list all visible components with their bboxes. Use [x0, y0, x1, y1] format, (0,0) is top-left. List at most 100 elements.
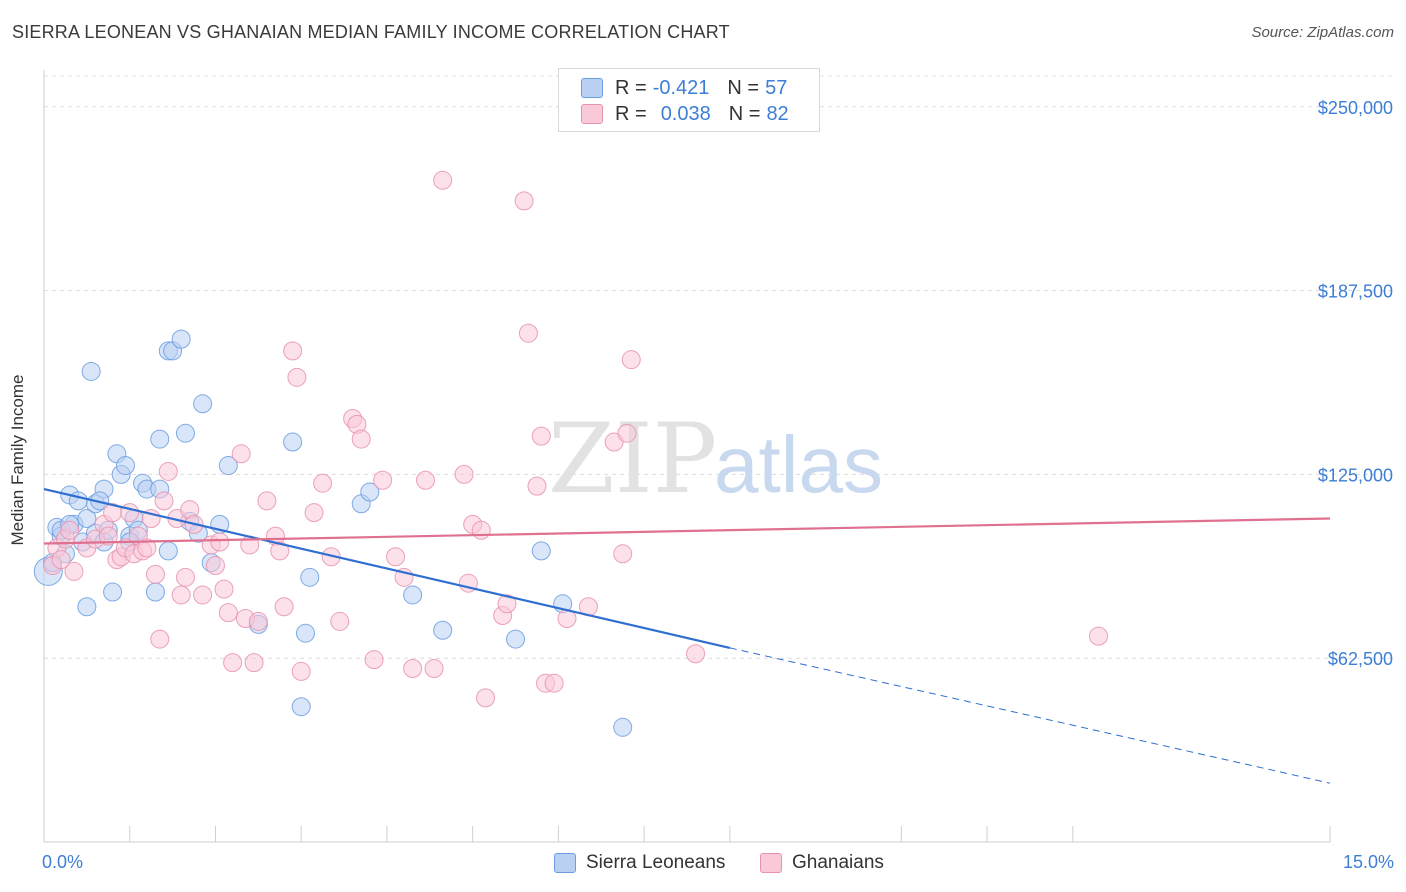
- ghanaian-point: [454, 464, 474, 484]
- trend-lines: [43, 488, 1331, 784]
- source-label: Source: ZipAtlas.com: [1251, 24, 1394, 41]
- sierra-leonean-trend-extension: [729, 647, 1331, 784]
- ghanaian-trend-line: [43, 517, 1331, 545]
- bottom-legend-swatch-blue: [554, 853, 576, 873]
- sierra-leonean-trend-line: [43, 488, 731, 649]
- sierra-leonean-point: [145, 582, 165, 602]
- ghanaian-point: [98, 526, 118, 546]
- ghanaian-point: [274, 597, 294, 617]
- ghanaian-point: [518, 323, 538, 343]
- ghanaian-point: [476, 688, 496, 708]
- ghanaian-point: [145, 564, 165, 584]
- ghanaian-point: [527, 476, 547, 496]
- watermark-zip: ZIP: [548, 403, 717, 515]
- legend-r-label: R =: [615, 102, 647, 125]
- y-tick-label: $250,000: [1318, 98, 1393, 118]
- ghanaian-point: [171, 585, 191, 605]
- sierra-leonean-point: [613, 717, 633, 737]
- legend-row-sierra-leoneans: R = -0.421 N = 57: [581, 75, 787, 101]
- sierra-leonean-point: [103, 582, 123, 602]
- ghanaian-point: [416, 470, 436, 490]
- sierra-leonean-point: [150, 429, 170, 449]
- legend-r-value: 0.038: [660, 102, 711, 125]
- legend-n-label: N =: [728, 102, 761, 125]
- sierra-leonean-point: [531, 541, 551, 561]
- ghanaian-point: [403, 658, 423, 678]
- y-tick-label: $125,000: [1318, 465, 1393, 485]
- ghanaian-point: [386, 547, 406, 567]
- sierra-leonean-point: [171, 329, 191, 349]
- legend-n-value: 57: [765, 76, 788, 99]
- sierra-leonean-point: [506, 629, 526, 649]
- correlation-legend: R = -0.421 N = 57 R = 0.038 N = 82: [558, 68, 820, 132]
- ghanaian-point: [154, 491, 174, 511]
- ghanaian-point: [373, 470, 393, 490]
- bottom-legend-label: Sierra Leoneans: [586, 852, 726, 873]
- ghanaian-point: [257, 491, 277, 511]
- y-tick-label: $187,500: [1318, 282, 1393, 302]
- sierra-leonean-point: [360, 482, 380, 502]
- bottom-legend-swatch-pink: [760, 853, 782, 873]
- axes: [43, 70, 1331, 843]
- ghanaian-point: [120, 503, 140, 523]
- sierra-leonean-point: [403, 585, 423, 605]
- legend-swatch-pink: [581, 104, 603, 124]
- sierra-leonean-point: [77, 597, 97, 617]
- ghanaian-point: [193, 585, 213, 605]
- sierra-leonean-point: [433, 620, 453, 640]
- ghanaian-point: [218, 603, 238, 623]
- chart-title: SIERRA LEONEAN VS GHANAIAN MEDIAN FAMILY…: [12, 22, 730, 42]
- ghanaian-point: [497, 594, 517, 614]
- ghanaian-point: [304, 503, 324, 523]
- ghanaian-point: [150, 629, 170, 649]
- sierra-leonean-point: [283, 432, 303, 452]
- sierra-leonean-point: [295, 623, 315, 643]
- ghanaian-point: [248, 611, 268, 631]
- sierra-leonean-point: [218, 456, 238, 476]
- ghanaian-point: [210, 532, 230, 552]
- tick-labels: $62,500 $125,000 $187,500 $250,000: [1318, 98, 1393, 669]
- ghanaian-point: [270, 541, 290, 561]
- watermark: ZIP atlas: [548, 403, 883, 515]
- legend-r-value: -0.421: [652, 76, 710, 99]
- sierra-leonean-point: [291, 697, 311, 717]
- ghanaian-point: [531, 426, 551, 446]
- ghanaian-point: [613, 544, 633, 564]
- sierra-leonean-point: [77, 508, 97, 528]
- x-axis-min-label: 0.0%: [42, 852, 84, 872]
- legend-r-label: R =: [615, 76, 647, 99]
- legend-n-value: 82: [766, 102, 789, 125]
- ghanaian-point: [231, 444, 251, 464]
- ghanaian-point: [214, 579, 234, 599]
- ghanaian-point: [351, 429, 371, 449]
- ghanaian-point: [64, 561, 84, 581]
- watermark-atlas: atlas: [714, 420, 883, 509]
- data-points: [33, 170, 1109, 737]
- ghanaian-point: [514, 191, 534, 211]
- ghanaian-point: [621, 350, 641, 370]
- bottom-legend-ghanaians: Ghanaians: [760, 852, 884, 874]
- bottom-legend-sierra-leoneans: Sierra Leoneans: [554, 852, 725, 874]
- ghanaian-point: [158, 461, 178, 481]
- ghanaian-point: [686, 644, 706, 664]
- ghanaian-point: [1089, 626, 1109, 646]
- ghanaian-point: [283, 341, 303, 361]
- ghanaian-point: [51, 550, 71, 570]
- ghanaian-point: [424, 658, 444, 678]
- ghanaian-point: [330, 611, 350, 631]
- ghanaian-point: [244, 653, 264, 673]
- sierra-leonean-point: [158, 541, 178, 561]
- bottom-legend-label: Ghanaians: [792, 852, 884, 873]
- ghanaian-point: [313, 473, 333, 493]
- legend-n-label: N =: [727, 76, 760, 99]
- legend-swatch-blue: [581, 78, 603, 98]
- ghanaian-point: [205, 556, 225, 576]
- gridlines: [44, 75, 1394, 659]
- ghanaian-point: [287, 367, 307, 387]
- ghanaian-point: [471, 520, 491, 540]
- x-axis-max-label: 15.0%: [1342, 852, 1394, 872]
- ghanaian-point: [291, 661, 311, 681]
- sierra-leonean-point: [81, 361, 101, 381]
- ghanaian-point: [137, 538, 157, 558]
